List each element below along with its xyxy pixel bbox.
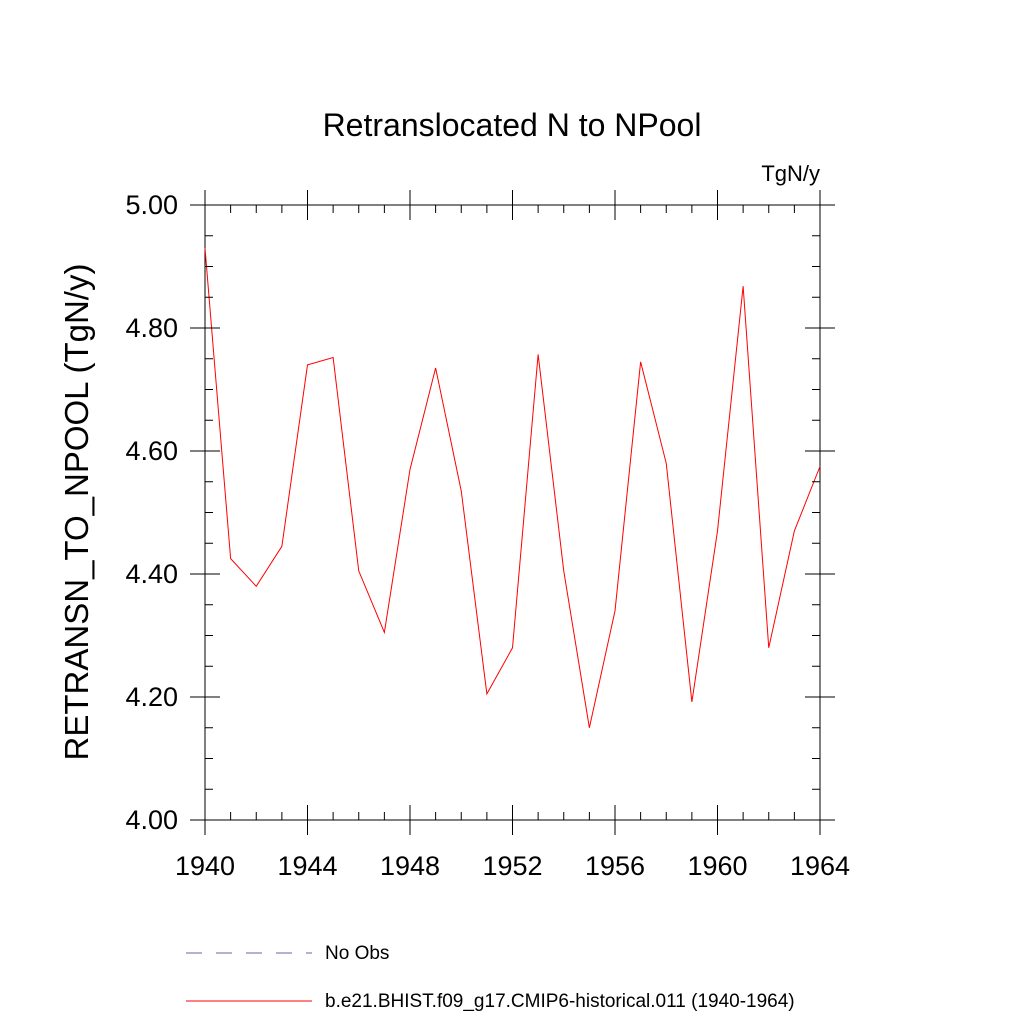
x-tick-label: 1960 [687, 851, 747, 881]
y-axis-label: RETRANSN_TO_NPOOL (TgN/y) [58, 264, 95, 761]
y-tick-label: 4.80 [125, 313, 178, 343]
y-tick-label: 4.20 [125, 682, 178, 712]
units-label: TgN/y [761, 161, 820, 186]
x-axis: 1940 1944 1948 1952 1956 1960 1964 [175, 190, 850, 881]
x-tick-label: 1964 [790, 851, 850, 881]
plot-frame [204, 204, 821, 821]
y-tick-label: 4.60 [125, 436, 178, 466]
chart-title: Retranslocated N to NPool [323, 107, 702, 143]
series-line [204, 248, 821, 728]
x-tick-label: 1940 [175, 851, 235, 881]
legend-label-no-obs: No Obs [325, 943, 389, 964]
y-tick-label: 4.00 [125, 805, 178, 835]
plot-area [204, 204, 821, 821]
y-tick-label: 5.00 [125, 190, 178, 220]
y-tick-label: 4.40 [125, 559, 178, 589]
legend: No Obs b.e21.BHIST.f09_g17.CMIP6-histori… [186, 943, 795, 1012]
x-tick-label: 1948 [380, 851, 440, 881]
legend-label-model: b.e21.BHIST.f09_g17.CMIP6-historical.011… [325, 991, 795, 1012]
y-axis: 4.00 4.20 4.40 4.60 4.80 5.00 [125, 190, 835, 835]
x-tick-label: 1952 [482, 851, 542, 881]
x-tick-label: 1956 [585, 851, 645, 881]
x-tick-label: 1944 [277, 851, 337, 881]
